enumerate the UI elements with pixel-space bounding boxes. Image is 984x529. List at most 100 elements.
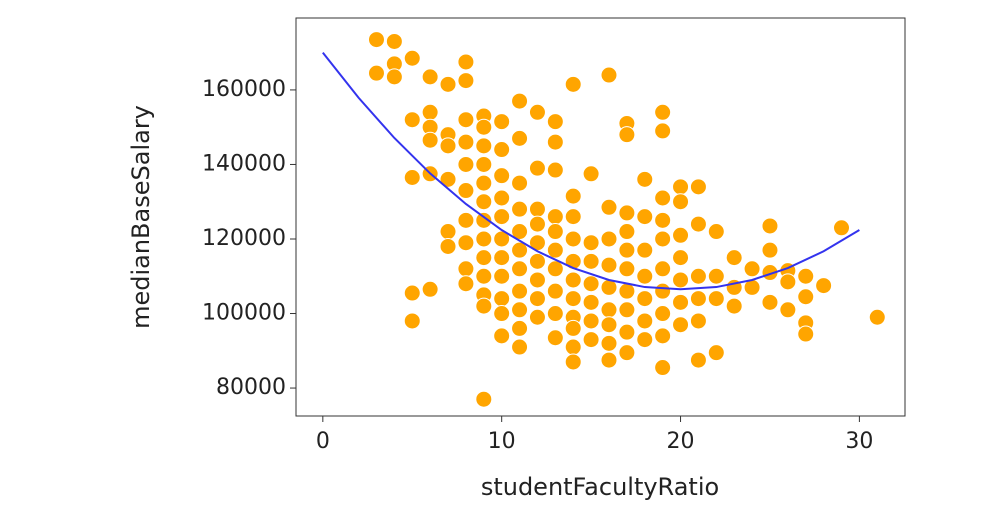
point (618, 344, 636, 362)
point (493, 305, 511, 323)
point (654, 359, 672, 377)
point (797, 288, 815, 306)
point (564, 338, 582, 356)
point (528, 215, 546, 233)
point (546, 133, 564, 151)
point (475, 137, 493, 155)
point (654, 122, 672, 140)
point (546, 260, 564, 278)
point (475, 211, 493, 229)
point (707, 344, 725, 362)
y-tick-label: 120000 (202, 226, 286, 251)
point (636, 290, 654, 308)
point (546, 241, 564, 259)
point (564, 319, 582, 337)
point (868, 308, 886, 326)
point (600, 198, 618, 216)
point (493, 267, 511, 285)
point (439, 75, 457, 93)
plot-frame (295, 17, 906, 417)
point (582, 312, 600, 330)
point (475, 267, 493, 285)
point (618, 323, 636, 341)
x-tick-label: 0 (316, 429, 330, 454)
x-tick-label: 30 (845, 429, 873, 454)
point (475, 249, 493, 267)
point (457, 234, 475, 252)
point (654, 305, 672, 323)
point (493, 327, 511, 345)
fit-line (322, 52, 860, 291)
point (689, 290, 707, 308)
point (654, 103, 672, 121)
point (797, 325, 815, 343)
point (457, 275, 475, 293)
point (457, 133, 475, 151)
y-tick-label: 80000 (216, 375, 286, 400)
point (493, 208, 511, 226)
point (564, 290, 582, 308)
y-tick-label: 100000 (202, 301, 286, 326)
point (475, 297, 493, 315)
point (457, 155, 475, 173)
point (779, 301, 797, 319)
point (618, 301, 636, 319)
point (493, 113, 511, 131)
point (528, 308, 546, 326)
point (439, 223, 457, 241)
point (618, 241, 636, 259)
point (475, 118, 493, 136)
point (600, 316, 618, 334)
x-tick-label: 20 (667, 429, 695, 454)
point (725, 297, 743, 315)
point (815, 277, 833, 295)
point (654, 189, 672, 207)
point (600, 230, 618, 248)
point (707, 223, 725, 241)
x-axis-label: studentFacultyRatio (481, 473, 719, 501)
point (475, 155, 493, 173)
point (421, 103, 439, 121)
point (636, 208, 654, 226)
point (833, 219, 851, 237)
point (511, 301, 529, 319)
point (761, 241, 779, 259)
point (546, 282, 564, 300)
point (528, 290, 546, 308)
point (457, 260, 475, 278)
point (546, 223, 564, 241)
point (672, 178, 690, 196)
point (564, 252, 582, 270)
point (707, 290, 725, 308)
point (761, 264, 779, 282)
point (636, 170, 654, 188)
point (421, 131, 439, 149)
point (564, 75, 582, 93)
y-tick-label: 140000 (202, 151, 286, 176)
point (528, 159, 546, 177)
point (493, 290, 511, 308)
point (689, 351, 707, 369)
point (797, 267, 815, 285)
point (528, 271, 546, 289)
point (636, 331, 654, 349)
x-tick-label: 10 (488, 429, 516, 454)
point (743, 260, 761, 278)
point (636, 267, 654, 285)
point (654, 211, 672, 229)
point (511, 200, 529, 218)
point (654, 260, 672, 278)
point (475, 174, 493, 192)
point (385, 32, 403, 50)
point (511, 319, 529, 337)
point (636, 241, 654, 259)
point (439, 237, 457, 255)
point (672, 316, 690, 334)
point (457, 111, 475, 129)
point (493, 167, 511, 185)
point (511, 338, 529, 356)
point (672, 271, 690, 289)
point (600, 66, 618, 84)
point (600, 334, 618, 352)
